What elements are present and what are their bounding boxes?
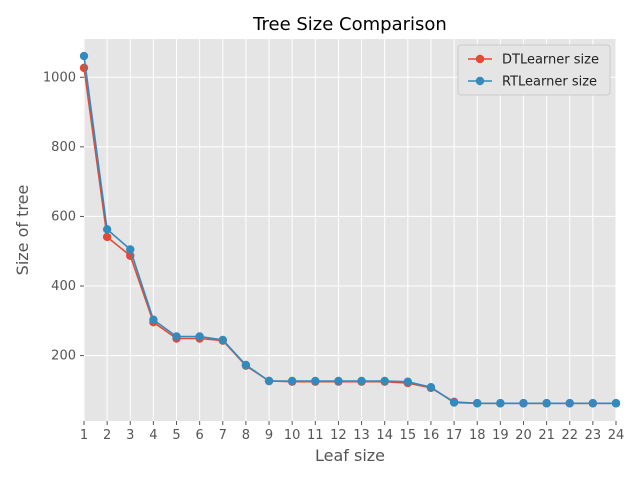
x-tick-label: 21 bbox=[538, 428, 555, 443]
data-point bbox=[357, 376, 366, 386]
series-2 bbox=[79, 51, 621, 408]
data-point bbox=[542, 399, 551, 408]
x-tick-label: 20 bbox=[515, 428, 532, 443]
data-point bbox=[403, 377, 413, 386]
y-tick-label: 600 bbox=[51, 209, 76, 224]
x-axis-label: Leaf size bbox=[315, 446, 385, 465]
legend-entry-label: DTLearner size bbox=[502, 53, 599, 68]
data-point bbox=[195, 332, 204, 341]
x-tick-label: 11 bbox=[307, 428, 324, 443]
y-tick-labels: 200 400 600 800 1000 bbox=[43, 70, 84, 364]
data-point bbox=[473, 399, 482, 408]
x-tick-label: 10 bbox=[284, 428, 301, 443]
data-point bbox=[334, 376, 343, 386]
x-tick-label: 12 bbox=[330, 428, 347, 443]
legend-entry-label: RTLearner size bbox=[502, 75, 597, 90]
data-point bbox=[172, 332, 181, 341]
x-tick-label: 17 bbox=[446, 428, 463, 443]
x-tick-label: 4 bbox=[149, 428, 157, 443]
data-point bbox=[565, 399, 574, 408]
y-tick-label: 400 bbox=[51, 279, 76, 294]
data-point bbox=[311, 376, 320, 386]
data-point bbox=[287, 376, 297, 386]
y-tick-label: 1000 bbox=[43, 70, 76, 85]
x-tick-label: 5 bbox=[172, 428, 180, 443]
data-point bbox=[218, 335, 227, 345]
x-tick-label: 18 bbox=[469, 428, 486, 443]
data-point bbox=[588, 399, 598, 408]
data-point bbox=[449, 398, 459, 407]
plot-background bbox=[84, 39, 616, 421]
x-tick-label: 9 bbox=[265, 428, 273, 443]
data-point bbox=[380, 376, 389, 386]
x-tick-label: 23 bbox=[585, 428, 602, 443]
x-tick-label: 1 bbox=[80, 428, 88, 443]
data-point bbox=[264, 376, 274, 386]
x-tick-label: 19 bbox=[492, 428, 509, 443]
x-tick-label: 15 bbox=[400, 428, 417, 443]
x-tick-label: 24 bbox=[608, 428, 625, 443]
data-point bbox=[79, 51, 89, 61]
x-tick-label: 22 bbox=[561, 428, 578, 443]
data-point bbox=[102, 225, 112, 234]
x-tick-label: 14 bbox=[376, 428, 393, 443]
y-tick-label: 200 bbox=[51, 349, 76, 364]
x-tick-label: 3 bbox=[126, 428, 134, 443]
legend-swatch-marker bbox=[475, 54, 485, 64]
x-tick-label: 16 bbox=[423, 428, 440, 443]
data-point bbox=[496, 399, 505, 408]
data-point bbox=[149, 315, 158, 324]
y-tick-label: 800 bbox=[51, 140, 76, 155]
data-point bbox=[126, 245, 135, 254]
x-tick-label: 7 bbox=[219, 428, 227, 443]
x-tick-label: 6 bbox=[196, 428, 204, 443]
x-tick-labels: 1 2 3 4 5 6 7 8 9 10 11 12 13 14 15 16 17 18 19 20 21 22 23 24 bbox=[80, 421, 624, 443]
x-tick-label: 2 bbox=[103, 428, 111, 443]
data-point bbox=[241, 360, 251, 370]
y-axis-label: Size of tree bbox=[13, 185, 32, 276]
legend: DTLearner size RTLearner size bbox=[457, 44, 611, 96]
data-point bbox=[426, 383, 436, 392]
chart-title: Tree Size Comparison bbox=[252, 14, 447, 35]
data-point bbox=[102, 232, 112, 242]
x-tick-label: 8 bbox=[242, 428, 250, 443]
data-point bbox=[79, 63, 89, 73]
series-layer bbox=[79, 51, 621, 408]
data-point bbox=[611, 399, 621, 408]
x-tick-label: 13 bbox=[353, 428, 370, 443]
legend-box bbox=[457, 44, 611, 96]
data-point bbox=[519, 399, 528, 408]
legend-swatch-marker bbox=[475, 76, 485, 86]
